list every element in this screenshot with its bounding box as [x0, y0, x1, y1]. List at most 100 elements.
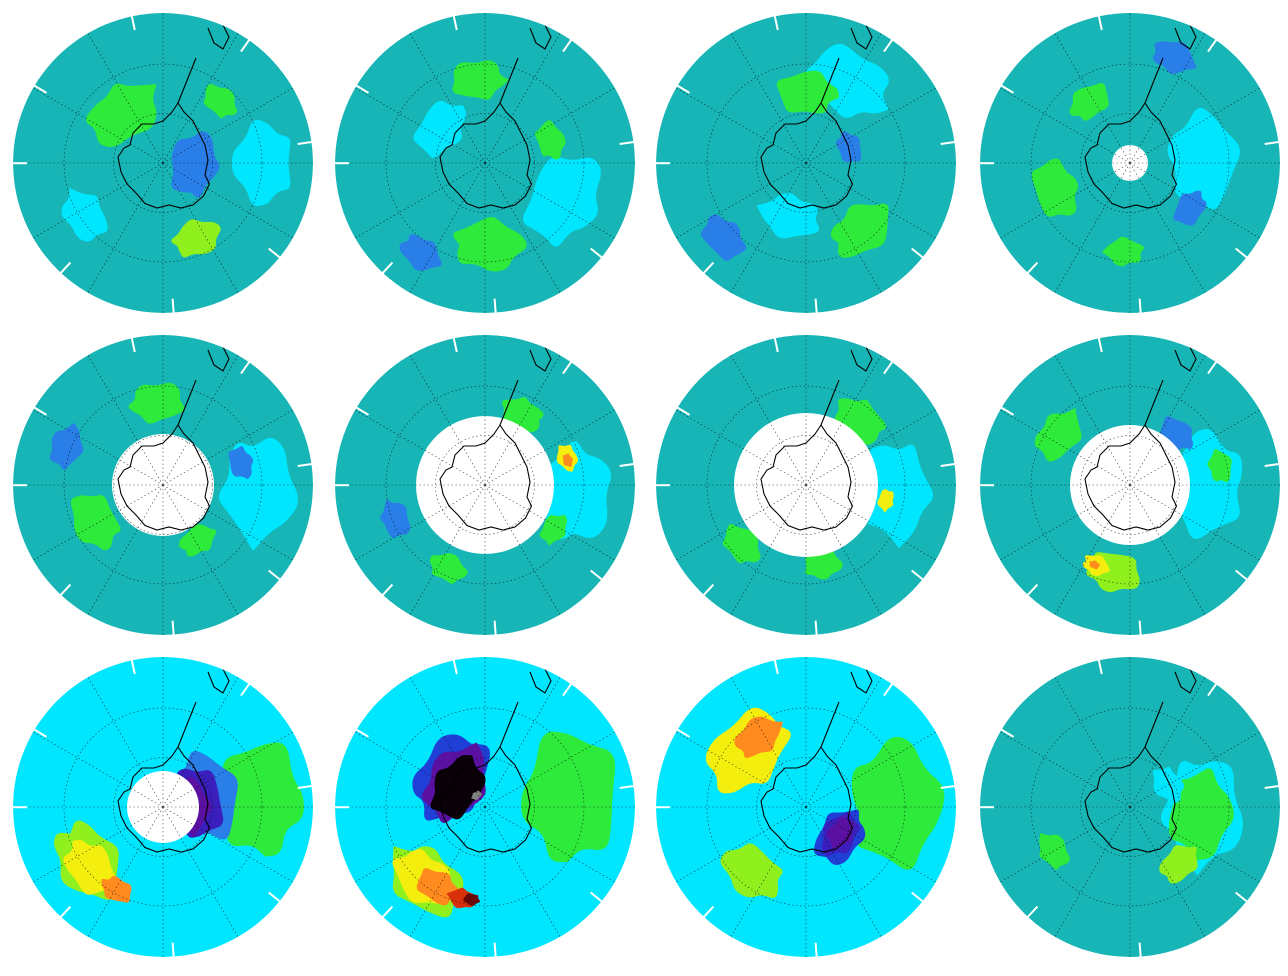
edge-fringe — [654, 658, 957, 959]
antarctica-coast — [760, 424, 854, 531]
polar-map-r2c3 — [651, 330, 961, 640]
peninsula-coast — [177, 379, 197, 426]
ozone-region-blue — [49, 422, 84, 470]
graticule — [13, 335, 313, 635]
antarctica-coast — [1084, 424, 1178, 531]
south-america-coast — [850, 346, 873, 372]
peninsula-coast — [177, 57, 197, 104]
polar-map-svg — [11, 335, 314, 637]
polar-map-r1c2 — [330, 8, 640, 318]
ozone-region-green — [1207, 449, 1232, 483]
antarctica-coast — [439, 424, 533, 531]
peninsula-coast — [499, 379, 519, 426]
graticule — [980, 657, 1280, 957]
ozone-region-dark_red — [463, 893, 480, 906]
coastlines — [117, 346, 230, 531]
polar-map-r3c2 — [330, 652, 640, 962]
polar-map-svg — [333, 13, 636, 315]
ozone-region-green — [830, 203, 889, 258]
edge-fringe — [978, 658, 1281, 959]
graticule — [656, 335, 956, 635]
ozone-region-green — [453, 217, 527, 272]
ozone-region-cyan — [756, 193, 820, 239]
graticule — [980, 13, 1280, 313]
antarctica-coast — [117, 424, 211, 531]
antarctica-coast — [117, 102, 211, 209]
polar-map-svg — [333, 335, 636, 637]
antarctica-coast — [439, 102, 533, 209]
peninsula-coast — [499, 701, 519, 748]
ozone-region-green — [128, 382, 185, 424]
peninsula-coast — [499, 57, 519, 104]
polar-map-svg — [11, 657, 314, 959]
ozone-region-green — [70, 495, 121, 551]
graticule — [656, 657, 956, 957]
ozone-region-blue — [228, 446, 254, 480]
edge-fringe — [11, 658, 314, 959]
graticule — [13, 13, 313, 313]
coastlines — [760, 24, 873, 209]
ozone-region-green — [203, 83, 238, 119]
peninsula-coast — [1144, 379, 1164, 426]
coastlines — [117, 668, 230, 853]
south-america-coast — [529, 24, 552, 50]
ozone-region-cyan — [61, 187, 108, 242]
ozone-region-green — [222, 742, 305, 857]
edge-fringe — [11, 14, 314, 315]
ozone-region-orange — [562, 453, 573, 468]
peninsula-coast — [1144, 701, 1164, 748]
polar-map-r2c1 — [8, 330, 318, 640]
polar-map-r2c2 — [330, 330, 640, 640]
graticule — [335, 657, 635, 957]
ozone-region-green — [1034, 407, 1082, 462]
polar-map-svg — [978, 657, 1281, 959]
polar-map-r2c4 — [975, 330, 1285, 640]
ozone-region-green — [851, 736, 945, 870]
polar-map-svg — [978, 13, 1281, 315]
ozone-region-blue — [1173, 190, 1207, 226]
polar-map-svg — [654, 335, 957, 637]
polar-map-r3c3 — [651, 652, 961, 962]
ozone-region-green — [452, 60, 509, 100]
peninsula-coast — [820, 379, 840, 426]
antarctica-coast — [760, 746, 854, 853]
ozone-region-green — [805, 550, 843, 580]
south-america-coast — [207, 346, 230, 372]
coastlines — [1084, 668, 1197, 853]
peninsula-coast — [820, 701, 840, 748]
polar-map-svg — [654, 657, 957, 959]
ozone-region-yellow — [877, 489, 894, 513]
ozone-region-cyan — [1167, 107, 1240, 210]
coastlines — [760, 346, 873, 531]
ozone-region-orange — [1089, 560, 1101, 570]
ozone-region-purple — [826, 816, 855, 849]
ozone-region-gray — [471, 790, 482, 800]
ozone-region-green — [539, 515, 568, 546]
antarctica-coast — [439, 746, 533, 853]
edge-fringe — [654, 336, 957, 637]
polar-map-svg — [654, 13, 957, 315]
ozone-region-green — [1031, 158, 1079, 217]
ozone-region-green — [1069, 83, 1109, 121]
edge-fringe — [333, 658, 636, 959]
coastlines — [439, 24, 552, 209]
edge-fringe — [654, 14, 957, 315]
peninsula-coast — [177, 701, 197, 748]
ozone-region-green — [1168, 768, 1234, 861]
polar-map-r3c1 — [8, 652, 318, 962]
coastlines — [117, 24, 230, 209]
south-america-coast — [207, 668, 230, 694]
ozone-region-orange — [416, 868, 459, 906]
ozone-region-green — [1039, 832, 1070, 870]
polar-map-r1c4 — [975, 8, 1285, 318]
peninsula-coast — [1144, 57, 1164, 104]
ozone-region-green — [534, 120, 566, 160]
polar-map-r1c3 — [651, 8, 961, 318]
south-america-coast — [207, 24, 230, 50]
polar-map-r3c4 — [975, 652, 1285, 962]
south-america-coast — [1174, 346, 1197, 372]
edge-fringe — [11, 336, 314, 637]
south-america-coast — [1174, 668, 1197, 694]
ozone-region-blue — [171, 131, 220, 198]
